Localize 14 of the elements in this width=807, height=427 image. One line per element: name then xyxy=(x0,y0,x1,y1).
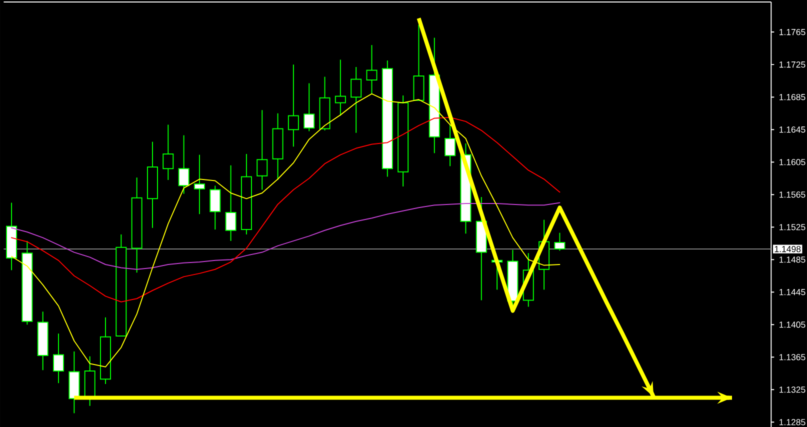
y-tick-label: 1.1605 xyxy=(780,158,806,166)
y-tick-label: 1.1325 xyxy=(780,386,806,393)
y-tick-label: 1.1445 xyxy=(780,289,806,296)
ref-line-label: 1.1498 xyxy=(774,246,801,252)
y-tick-label: 1.1645 xyxy=(780,126,806,133)
y-tick-label: 1.1365 xyxy=(780,354,806,360)
y-tick-label: 1.1405 xyxy=(780,322,806,328)
y-tick-label: 1.1525 xyxy=(780,224,806,230)
y-tick-label: 1.1485 xyxy=(780,256,806,263)
y-tick-label: 1.1685 xyxy=(780,94,806,100)
y-tick-label: 1.1725 xyxy=(780,61,806,68)
y-tick-label: 1.1565 xyxy=(780,191,806,198)
y-tick-label: 1.1765 xyxy=(780,28,806,36)
y-tick-label: 1.1285 xyxy=(780,419,806,426)
